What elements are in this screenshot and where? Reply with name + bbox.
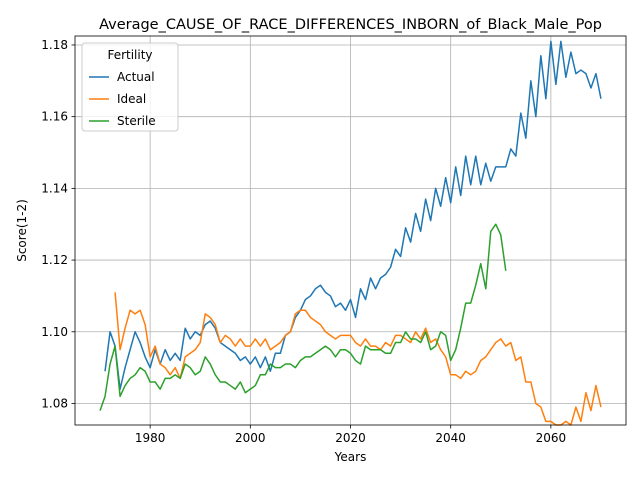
y-tick-label: 1.12 — [41, 253, 68, 267]
y-tick-label: 1.08 — [41, 396, 68, 410]
y-tick-label: 1.10 — [41, 325, 68, 339]
legend-label-actual: Actual — [117, 70, 155, 84]
x-tick-label: 1980 — [135, 431, 166, 445]
legend-box — [81, 42, 179, 132]
x-axis-label: Years — [334, 450, 367, 464]
x-tick-label: 2000 — [235, 431, 266, 445]
y-axis-ticks: 1.08 1.10 1.12 1.14 1.16 1.18 — [41, 38, 75, 410]
legend-title: Fertility — [107, 48, 152, 62]
y-axis-label: Score(1-2) — [15, 199, 29, 262]
legend-label-ideal: Ideal — [117, 92, 146, 106]
series-line-sterile — [99, 223, 507, 411]
x-tick-label: 2060 — [536, 431, 567, 445]
series-line-actual — [104, 40, 602, 390]
series-lines — [99, 40, 602, 426]
series-line-ideal — [114, 292, 602, 426]
y-tick-label: 1.16 — [41, 110, 68, 124]
x-tick-label: 2040 — [435, 431, 466, 445]
y-tick-label: 1.18 — [41, 38, 68, 52]
x-axis-ticks: 1980 2000 2020 2040 2060 — [135, 425, 566, 445]
legend-label-sterile: Sterile — [117, 114, 156, 128]
legend: Fertility Actual Ideal Sterile — [81, 42, 179, 132]
y-tick-label: 1.14 — [41, 181, 68, 195]
grid-lines — [75, 36, 626, 425]
x-tick-label: 2020 — [335, 431, 366, 445]
chart-title: Average_CAUSE_OF_RACE_DIFFERENCES_INBORN… — [99, 17, 602, 33]
